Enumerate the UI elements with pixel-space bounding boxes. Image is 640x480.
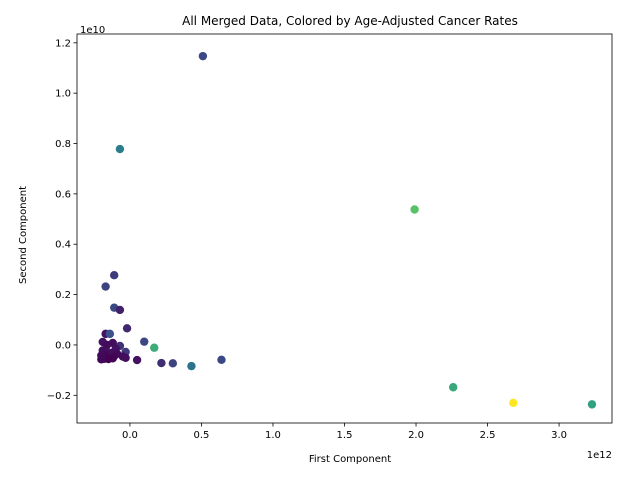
x-tick-label: 2.0: [408, 430, 424, 441]
x-tick-label: 0.5: [193, 430, 209, 441]
y-tick-label: 1.2: [55, 38, 71, 49]
data-point-10: [140, 337, 149, 346]
y-axis-label: Second Component: [18, 186, 29, 284]
data-point-3: [109, 271, 119, 280]
x-axis-label: First Component: [309, 454, 391, 465]
data-point-33: [104, 354, 113, 364]
x-tick-label: 3.0: [551, 430, 567, 441]
x-tick-label: 0.0: [122, 430, 138, 441]
data-point-39: [187, 361, 196, 371]
data-point-41: [509, 398, 518, 408]
y-tick-label: 0.4: [55, 240, 71, 251]
data-point-2: [410, 205, 419, 214]
plot-area: 0.0 0.5 1.0 1.5 2.0 2.5 3.0 −0.2 0.0 0.2 0.4 0.6 0.8…: [47, 33, 613, 441]
data-point-40: [449, 383, 458, 392]
data-point-6: [115, 305, 125, 315]
data-point-1: [115, 144, 125, 154]
x-tick-label: 1.5: [337, 430, 353, 441]
y-offset-label: 1e10: [80, 25, 105, 36]
data-point-38: [168, 359, 178, 368]
data-point-35: [132, 355, 142, 365]
y-tick-label: 0.0: [55, 340, 71, 351]
y-tick-label: −0.2: [47, 391, 71, 402]
y-tick-label: 1.0: [55, 89, 71, 100]
x-tick-label: 2.5: [480, 430, 496, 441]
y-tick-label: 0.8: [55, 139, 71, 150]
data-point-0: [198, 51, 208, 61]
data-point-37: [157, 358, 166, 368]
data-point-34: [97, 355, 106, 364]
y-tick-label: 0.6: [55, 189, 71, 200]
data-point-4: [101, 282, 110, 291]
data-point-42: [587, 400, 597, 409]
y-tick-label: 0.2: [55, 290, 71, 301]
data-point-9: [105, 329, 115, 339]
chart-title: All Merged Data, Colored by Age-Adjusted…: [182, 14, 518, 28]
x-tick-label: 1.0: [265, 430, 281, 441]
data-point-7: [122, 324, 132, 333]
data-point-15: [150, 343, 159, 352]
data-point-36: [217, 355, 226, 365]
data-point-30: [121, 353, 130, 362]
x-offset-label: 1e12: [587, 450, 612, 461]
